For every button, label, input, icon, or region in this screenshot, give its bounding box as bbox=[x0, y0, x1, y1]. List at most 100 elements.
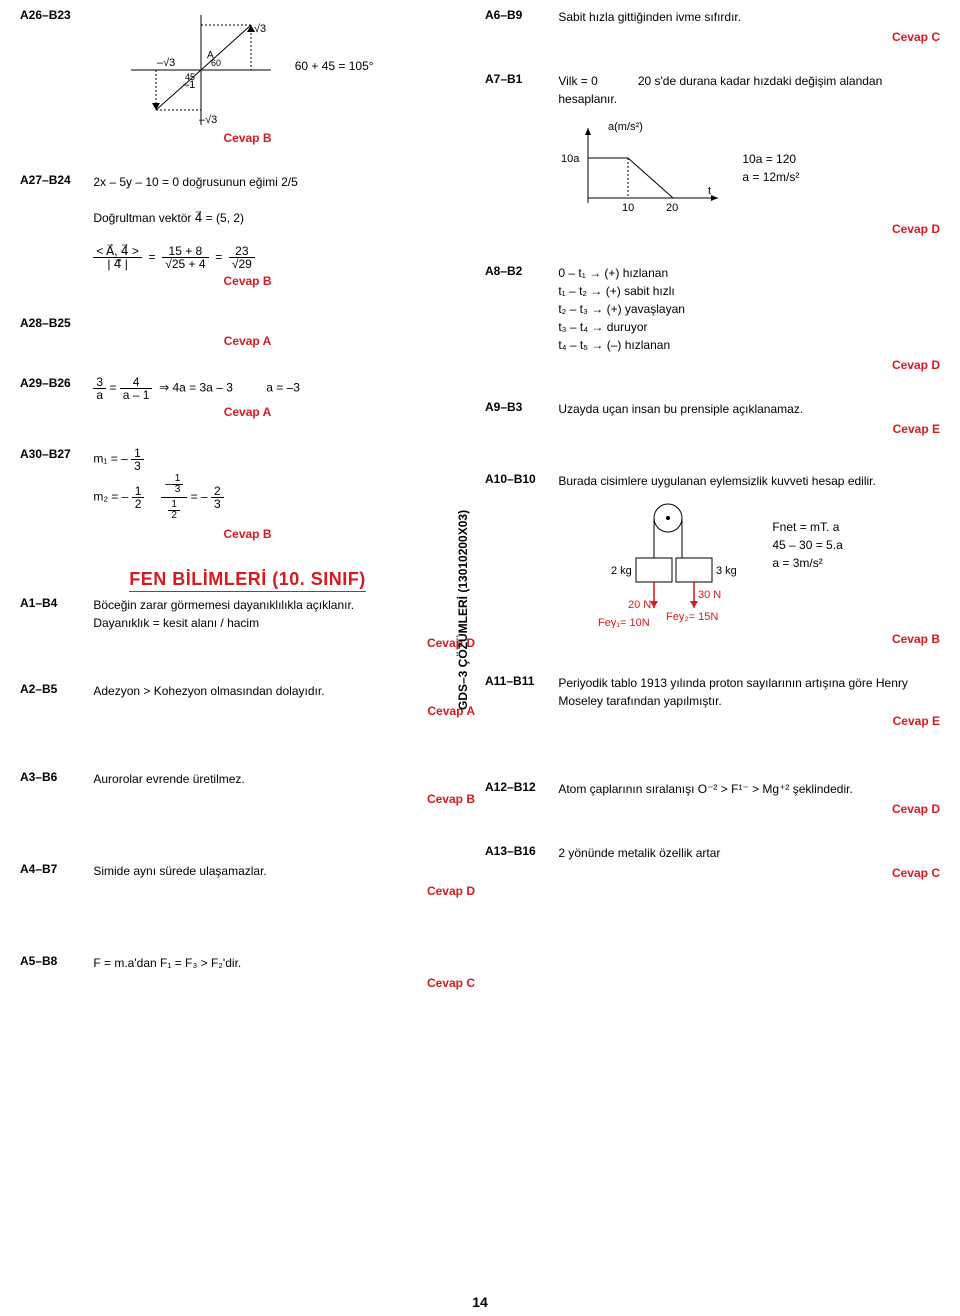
answer: Cevap C bbox=[485, 866, 940, 880]
q-label: A27–B24 bbox=[20, 173, 90, 187]
svg-text:2 kg: 2 kg bbox=[611, 565, 632, 577]
m2: m₂ = – bbox=[93, 490, 128, 504]
t1: Böceğin zarar görmemesi dayanıklılıkla a… bbox=[93, 598, 354, 612]
svg-text:10: 10 bbox=[622, 202, 634, 214]
q-content: Simide aynı sürede ulaşamazlar. bbox=[93, 862, 473, 880]
d: 3 bbox=[131, 460, 144, 472]
q-label: A28–B25 bbox=[20, 316, 90, 330]
q-content: Atom çaplarının sıralanışı O⁻² > F¹⁻ > M… bbox=[558, 780, 938, 798]
q-a11: A11–B11 Periyodik tablo 1913 yılında pro… bbox=[485, 674, 940, 728]
answer: Cevap B bbox=[20, 274, 475, 288]
l5: t₄ – t₅ → (–) hızlanan bbox=[558, 338, 670, 352]
q-content: 2x – 5y – 10 = 0 doğrusunun eğimi 2/5 Do… bbox=[93, 173, 473, 270]
derivation: Fnet = mT. a 45 – 30 = 5.a a = 3m/s² bbox=[772, 518, 842, 572]
svg-text:10a: 10a bbox=[561, 153, 580, 165]
eq2: a = 12m/s² bbox=[742, 170, 799, 184]
answer: Cevap B bbox=[20, 131, 475, 145]
q-a29: A29–B26 3a = 4a – 1 ⇒ 4a = 3a – 3 a = –3… bbox=[20, 376, 475, 419]
svg-text:30 N: 30 N bbox=[698, 589, 721, 601]
answer: Cevap B bbox=[485, 632, 940, 646]
accel-graph: a(m/s²) 10a 10 20 t bbox=[558, 118, 728, 218]
q-a13: A13–B16 2 yönünde metalik özellik artar … bbox=[485, 844, 940, 880]
section-title: FEN BİLİMLERİ (10. SINIF) bbox=[20, 569, 475, 590]
q-a3: A3–B6 Aurorolar evrende üretilmez. Cevap… bbox=[20, 770, 475, 806]
l4: t₃ – t₄ → duruyor bbox=[558, 320, 647, 334]
answer: Cevap B bbox=[20, 792, 475, 806]
q-label: A7–B1 bbox=[485, 72, 555, 86]
q-a2: A2–B5 Adezyon > Kohezyon olmasından dola… bbox=[20, 682, 475, 718]
t1: Vilk = 0 bbox=[558, 74, 597, 88]
q-content: Böceğin zarar görmemesi dayanıklılıkla a… bbox=[93, 596, 473, 632]
q-content: Burada cisimlere uygulanan eylemsizlik k… bbox=[558, 472, 938, 628]
q-a1: A1–B4 Böceğin zarar görmemesi dayanıklıl… bbox=[20, 596, 475, 650]
section-title-text: FEN BİLİMLERİ (10. SINIF) bbox=[129, 569, 366, 592]
d: a bbox=[93, 389, 106, 401]
answer: Cevap D bbox=[485, 802, 940, 816]
svg-text:–√3: –√3 bbox=[199, 114, 217, 126]
q-content: 2 yönünde metalik özellik artar bbox=[558, 844, 938, 862]
q-a6: A6–B9 Sabit hızla gittiğinden ivme sıfır… bbox=[485, 8, 940, 44]
q-label: A4–B7 bbox=[20, 862, 90, 876]
answer: Cevap D bbox=[485, 358, 940, 372]
q-a8: A8–B2 0 – t₁ → (+) hızlanan t₁ – t₂ → (+… bbox=[485, 264, 940, 372]
q-label: A29–B26 bbox=[20, 376, 90, 390]
ylbl: a(m/s²) bbox=[608, 121, 643, 133]
q-label: A5–B8 bbox=[20, 954, 90, 968]
eq1: 10a = 120 bbox=[742, 152, 796, 166]
eq: = – bbox=[191, 490, 208, 504]
l2: t₁ – t₂ → (+) sabit hızlı bbox=[558, 284, 674, 298]
svg-text:45: 45 bbox=[185, 72, 195, 82]
q-a26: A26–B23 √3 –√3 –1 –√3 A bbox=[20, 8, 475, 145]
t2: 20 s'de durana kadar hızdaki değişim ala… bbox=[558, 74, 882, 106]
svg-text:t: t bbox=[708, 185, 711, 197]
page-number: 14 bbox=[472, 1294, 488, 1310]
pulley-diagram: 2 kg 3 kg 20 N 30 N Feу₂= 15N Feу₁= 10N bbox=[558, 498, 758, 628]
answer: Cevap D bbox=[20, 636, 475, 650]
e1: Fnet = mT. a bbox=[772, 520, 839, 534]
e3: a = 3m/s² bbox=[772, 556, 822, 570]
q-label: A30–B27 bbox=[20, 447, 90, 461]
svg-text:20: 20 bbox=[666, 202, 678, 214]
q-label: A6–B9 bbox=[485, 8, 555, 22]
q-content: m₁ = – 13 m₂ = – 12 –13 12 = – 23 bbox=[93, 447, 473, 523]
q-a27: A27–B24 2x – 5y – 10 = 0 doğrusunun eğim… bbox=[20, 173, 475, 288]
q-content: Sabit hızla gittiğinden ivme sıfırdır. bbox=[558, 8, 938, 26]
d: 3 bbox=[211, 498, 224, 510]
svg-text:20 N: 20 N bbox=[628, 599, 651, 611]
line1: 2x – 5y – 10 = 0 doğrusunun eğimi 2/5 bbox=[93, 175, 297, 189]
q-label: A1–B4 bbox=[20, 596, 90, 610]
t2: Dayanıklık = kesit alanı / hacim bbox=[93, 616, 259, 630]
expr: 60 + 45 = 105° bbox=[295, 59, 374, 73]
q-content: 0 – t₁ → (+) hızlanan t₁ – t₂ → (+) sabi… bbox=[558, 264, 938, 354]
q-a9: A9–B3 Uzayda uçan insan bu prensiple açı… bbox=[485, 400, 940, 436]
q-content: Periyodik tablo 1913 yılında proton sayı… bbox=[558, 674, 938, 710]
answer: Cevap D bbox=[485, 222, 940, 236]
svg-text:Feу₂= 15N: Feу₂= 15N bbox=[666, 611, 718, 623]
l1: 0 – t₁ → (+) hızlanan bbox=[558, 266, 668, 280]
q-a12: A12–B12 Atom çaplarının sıralanışı O⁻² >… bbox=[485, 780, 940, 816]
q-content: Aurorolar evrende üretilmez. bbox=[93, 770, 473, 788]
svg-text:Feу₁= 10N: Feу₁= 10N bbox=[598, 617, 650, 628]
q-content: Adezyon > Kohezyon olmasından dolayıdır. bbox=[93, 682, 473, 700]
q-content: Uzayda uçan insan bu prensiple açıklanam… bbox=[558, 400, 938, 418]
q-label: A13–B16 bbox=[485, 844, 555, 858]
q-content: Vilk = 0 20 s'de durana kadar hızdaki de… bbox=[558, 72, 938, 218]
answer: Cevap A bbox=[20, 405, 475, 419]
impl: ⇒ 4a = 3a – 3 bbox=[159, 381, 233, 395]
answer: Cevap D bbox=[20, 884, 475, 898]
q-label: A11–B11 bbox=[485, 674, 555, 688]
q-a28: A28–B25 Cevap A bbox=[20, 316, 475, 348]
answer: Cevap A bbox=[20, 334, 475, 348]
angle-diagram: √3 –√3 –1 –√3 A 60 45 bbox=[121, 10, 281, 130]
d: a – 1 bbox=[120, 389, 153, 401]
res: a = –3 bbox=[266, 381, 300, 395]
answer: Cevap E bbox=[485, 422, 940, 436]
svg-text:–√3: –√3 bbox=[157, 57, 175, 69]
e2: 45 – 30 = 5.a bbox=[772, 538, 842, 552]
m1: m₁ = – bbox=[93, 452, 127, 466]
q-label: A2–B5 bbox=[20, 682, 90, 696]
answer: Cevap A bbox=[20, 704, 475, 718]
q-label: A9–B3 bbox=[485, 400, 555, 414]
q-content: F = m.a'dan F₁ = F₃ > F₂'dir. bbox=[93, 954, 473, 972]
q-label: A12–B12 bbox=[485, 780, 555, 794]
